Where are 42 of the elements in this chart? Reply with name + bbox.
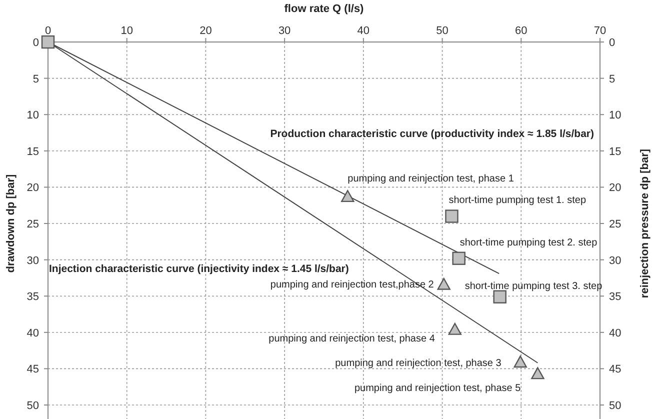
x-tick-label: 40 [357, 25, 370, 37]
y2-tick-label: 40 [609, 327, 622, 340]
y2-tick-label: 20 [609, 182, 622, 194]
y-tick-label: 20 [26, 182, 39, 194]
y-tick-label: 45 [26, 364, 39, 376]
y2-tick-label: 25 [609, 218, 622, 230]
annotation: pumping and reinjection test, phase 4 [268, 333, 436, 344]
x-tick-label: 70 [594, 25, 606, 37]
annotation: short-time pumping test 3. step [464, 280, 603, 292]
y2-tick-label: 0 [609, 37, 616, 49]
y-tick-label: 50 [26, 400, 39, 412]
y2-tick-label: 45 [609, 364, 622, 376]
series-label: Production characteristic curve (productivity index ≈ 1.85 l/s/bar) [270, 128, 594, 140]
annotation: pumping and reinjection test, phase 1 [348, 174, 514, 185]
annotation: short-time pumping test 2. step [460, 237, 598, 248]
y-tick-label: 35 [26, 291, 39, 304]
series-label: Injection characteristic curve (injectivity index ≈ 1.45 l/s/bar) [49, 263, 349, 275]
annotation: short-time pumping test 1. step [448, 195, 586, 206]
y2-tick-label: 35 [609, 291, 622, 304]
annotation: pumping and reinjection test, phase 3 [335, 358, 502, 370]
y2-axis-title: reinjection pressure dp [bar] [639, 148, 651, 298]
x-tick-label: 50 [436, 25, 448, 37]
y2-tick-label: 30 [609, 254, 622, 267]
y-axis-title: drawdown dp [bar] [5, 174, 17, 273]
x-tick-label: 30 [278, 25, 291, 37]
x-axis-title: flow rate Q (l/s) [284, 3, 364, 15]
x-tick-label: 0 [44, 25, 52, 37]
x-tick-label: 20 [200, 25, 212, 37]
annotation: pumping and reinjection test, phase 5 [354, 382, 522, 394]
y2-tick-label: 10 [609, 110, 622, 122]
y2-tick-label: 15 [609, 146, 622, 158]
y-tick-label: 40 [26, 327, 39, 340]
y2-tick-label: 5 [609, 73, 616, 86]
y-tick-label: 25 [26, 218, 39, 230]
x-tick-label: 10 [120, 25, 133, 37]
y2-tick-label: 50 [609, 400, 622, 412]
y-tick-label: 5 [32, 73, 39, 86]
y-tick-label: 15 [26, 146, 39, 158]
y-tick-label: 0 [32, 37, 39, 49]
y-tick-label: 30 [26, 254, 39, 267]
y-tick-label: 10 [26, 110, 39, 122]
x-tick-label: 60 [515, 25, 528, 37]
